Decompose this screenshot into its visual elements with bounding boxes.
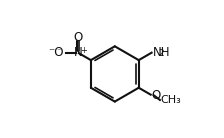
Text: ⁻: ⁻ [56, 46, 61, 55]
Text: CH₃: CH₃ [160, 95, 181, 105]
Text: O: O [73, 31, 82, 44]
Text: +: + [80, 46, 87, 55]
Text: ⁻O: ⁻O [48, 46, 64, 59]
Text: 2: 2 [158, 49, 164, 58]
Text: O: O [151, 89, 160, 102]
Text: NH: NH [153, 46, 170, 59]
Text: N: N [73, 46, 82, 59]
